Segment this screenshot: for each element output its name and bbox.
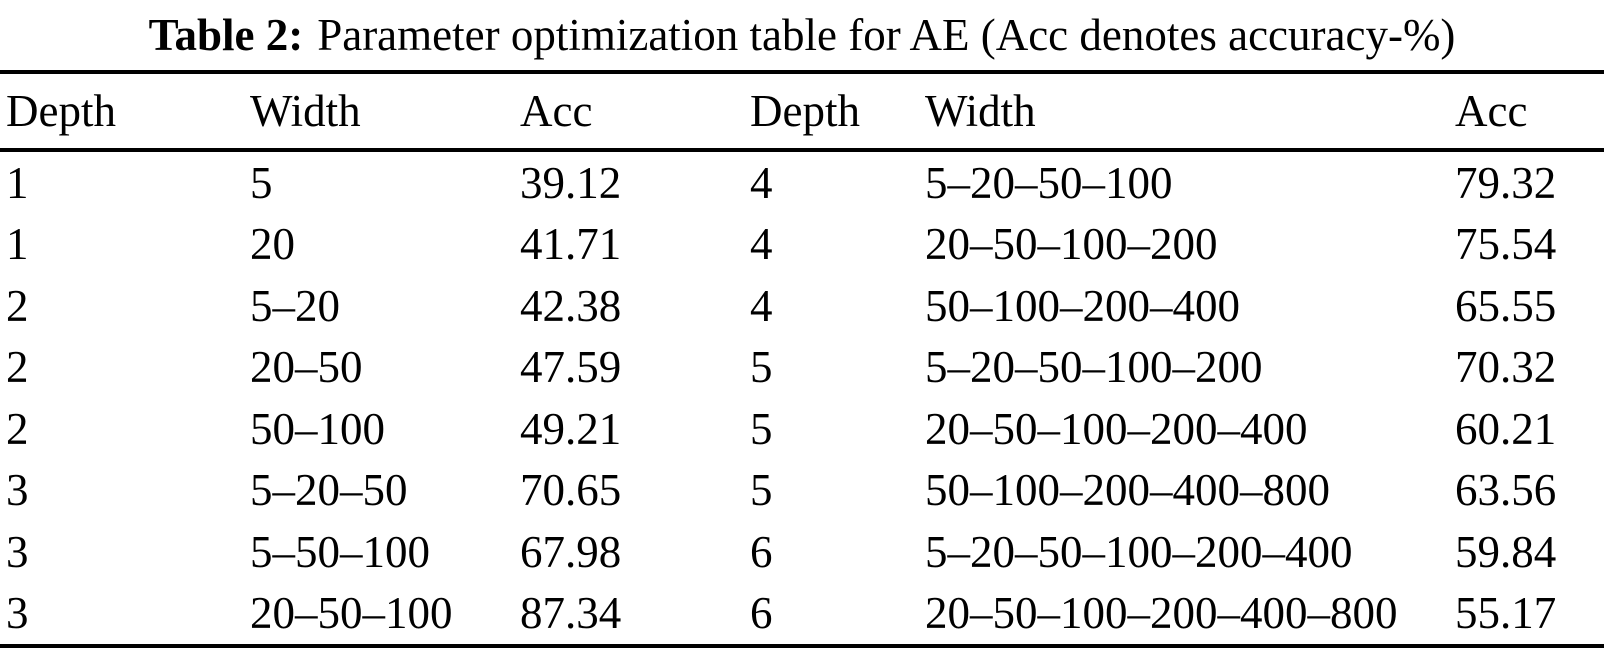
table-row: 2 5–20 42.38 4 50–100–200–400 65.55 — [0, 275, 1604, 337]
cell-acc-left: 87.34 — [520, 588, 622, 639]
cell-depth-right: 5 — [750, 465, 773, 516]
cell-width-right: 50–100–200–400–800 — [925, 465, 1330, 516]
cell-depth-left: 2 — [6, 403, 29, 454]
header-depth-right: Depth — [750, 86, 860, 136]
cell-width-right: 5–20–50–100 — [925, 157, 1173, 208]
cell-acc-right: 59.84 — [1455, 526, 1557, 577]
table-header-row: Depth Width Acc Depth Width Acc — [0, 72, 1604, 150]
cell-width-left: 20–50–100 — [250, 588, 453, 639]
cell-acc-left: 39.12 — [520, 157, 622, 208]
cell-depth-left: 3 — [6, 526, 29, 577]
table-caption: Table 2: Parameter optimization table for… — [0, 0, 1604, 70]
table-row: 3 5–20–50 70.65 5 50–100–200–400–800 63.56 — [0, 460, 1604, 522]
cell-acc-right: 75.54 — [1455, 219, 1557, 270]
table-row: 3 20–50–100 87.34 6 20–50–100–200–400–800 55.… — [0, 583, 1604, 646]
cell-width-left: 20 — [250, 219, 295, 270]
cell-width-left: 5–50–100 — [250, 526, 430, 577]
cell-depth-right: 5 — [750, 342, 773, 393]
cell-depth-left: 1 — [6, 219, 29, 270]
cell-acc-right: 60.21 — [1455, 403, 1557, 454]
cell-depth-left: 3 — [6, 465, 29, 516]
cell-width-left: 5–20–50 — [250, 465, 408, 516]
cell-depth-left: 1 — [6, 157, 29, 208]
cell-acc-right: 79.32 — [1455, 157, 1557, 208]
cell-acc-right: 65.55 — [1455, 280, 1557, 331]
cell-width-left: 5 — [250, 157, 273, 208]
cell-acc-left: 41.71 — [520, 219, 622, 270]
table-caption-text: Parameter optimization table for AE (Acc… — [317, 10, 1456, 60]
cell-acc-left: 47.59 — [520, 342, 622, 393]
cell-depth-right: 6 — [750, 588, 773, 639]
cell-acc-left: 70.65 — [520, 465, 622, 516]
cell-width-left: 5–20 — [250, 280, 340, 331]
cell-acc-left: 67.98 — [520, 526, 622, 577]
cell-acc-right: 55.17 — [1455, 588, 1557, 639]
cell-acc-left: 42.38 — [520, 280, 622, 331]
cell-width-right: 5–20–50–100–200–400 — [925, 526, 1353, 577]
header-width-left: Width — [250, 86, 361, 136]
table-body: 1 5 39.12 4 5–20–50–100 79.32 1 20 41.71 4 20–50–1… — [0, 150, 1604, 646]
table-header: Depth Width Acc Depth Width Acc — [0, 72, 1604, 150]
cell-width-right: 20–50–100–200–400 — [925, 403, 1308, 454]
table-row: 1 20 41.71 4 20–50–100–200 75.54 — [0, 214, 1604, 276]
table-row: 2 20–50 47.59 5 5–20–50–100–200 70.32 — [0, 337, 1604, 399]
cell-width-left: 20–50 — [250, 342, 363, 393]
table-row: 1 5 39.12 4 5–20–50–100 79.32 — [0, 150, 1604, 214]
cell-depth-right: 4 — [750, 219, 773, 270]
header-acc-left: Acc — [520, 86, 593, 136]
table-caption-label: Table 2: — [148, 10, 304, 60]
cell-depth-left: 2 — [6, 342, 29, 393]
parameter-table: Depth Width Acc Depth Width Acc 1 5 39.12 4… — [0, 70, 1604, 648]
header-width-right: Width — [925, 86, 1036, 136]
header-depth-left: Depth — [6, 86, 116, 136]
cell-depth-right: 5 — [750, 403, 773, 454]
cell-acc-left: 49.21 — [520, 403, 622, 454]
cell-depth-left: 3 — [6, 588, 29, 639]
cell-width-right: 5–20–50–100–200 — [925, 342, 1263, 393]
cell-depth-right: 4 — [750, 280, 773, 331]
cell-depth-right: 6 — [750, 526, 773, 577]
cell-width-right: 50–100–200–400 — [925, 280, 1240, 331]
cell-width-right: 20–50–100–200–400–800 — [925, 588, 1398, 639]
cell-acc-right: 63.56 — [1455, 465, 1557, 516]
header-acc-right: Acc — [1455, 86, 1528, 136]
table-row: 2 50–100 49.21 5 20–50–100–200–400 60.21 — [0, 398, 1604, 460]
cell-depth-right: 4 — [750, 157, 773, 208]
cell-width-left: 50–100 — [250, 403, 385, 454]
cell-depth-left: 2 — [6, 280, 29, 331]
cell-width-right: 20–50–100–200 — [925, 219, 1218, 270]
cell-acc-right: 70.32 — [1455, 342, 1557, 393]
table-row: 3 5–50–100 67.98 6 5–20–50–100–200–400 59.84 — [0, 521, 1604, 583]
